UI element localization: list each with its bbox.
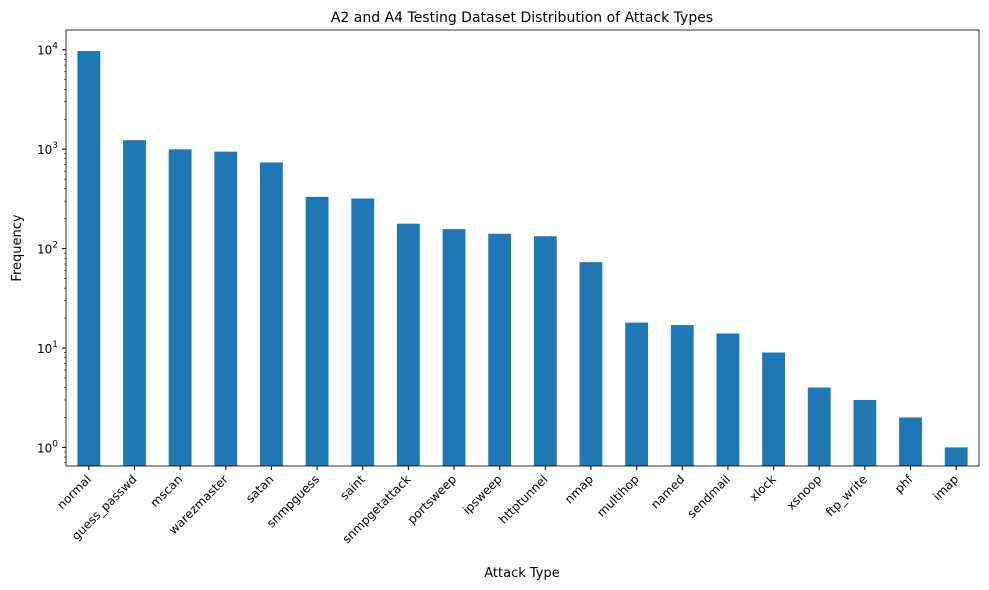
bar-mscan — [168, 149, 192, 467]
x-tick-label: phf — [892, 472, 916, 496]
x-tick-label: normal — [54, 472, 94, 512]
x-tick-label: imap — [930, 472, 961, 503]
plot-frame — [65, 29, 980, 467]
bar-normal — [77, 51, 101, 466]
x-tick-label: xsnoop — [784, 472, 824, 512]
x-tick-label: ftp_write — [823, 472, 870, 519]
bar-multihop — [625, 322, 649, 466]
bar-satan — [260, 162, 283, 466]
y-tick-label: 103 — [37, 141, 58, 157]
bar-nmap — [579, 262, 603, 466]
x-tick-label: sendmail — [685, 472, 733, 520]
x-tick-label: xlock — [747, 472, 779, 504]
x-axis-label: Attack Type — [484, 566, 560, 581]
bar-portsweep — [442, 229, 466, 466]
bar-guess_passwd — [123, 140, 146, 467]
y-tick-label: 104 — [37, 42, 58, 58]
bar-xlock — [762, 352, 785, 466]
bar-snmpguess — [305, 196, 329, 466]
bar-imap — [944, 447, 968, 466]
bar-phf — [899, 417, 922, 466]
y-tick-label: 100 — [37, 439, 58, 455]
bar-warezmaster — [214, 151, 238, 467]
x-tick-label: named — [648, 472, 687, 511]
y-tick-label: 101 — [37, 340, 58, 356]
y-axis-label: Frequency — [10, 214, 25, 281]
y-tick-label: 102 — [37, 241, 58, 257]
bar-httptunnel — [533, 236, 557, 466]
bar-ftp_write — [853, 399, 877, 466]
x-tick-label: saint — [337, 472, 368, 503]
x-tick-label: nmap — [562, 472, 596, 506]
x-tick-label: portsweep — [405, 472, 459, 526]
bar-xsnoop — [807, 387, 831, 466]
x-tick-label: httptunnel — [496, 472, 550, 526]
bar-ipsweep — [488, 233, 512, 466]
chart-title: A2 and A4 Testing Dataset Distribution o… — [331, 10, 713, 26]
x-tick-label: ipsweep — [460, 472, 505, 517]
x-tick-label: mscan — [147, 472, 185, 510]
bar-snmpgetattack — [396, 223, 420, 466]
bar-named — [670, 325, 694, 466]
bar-sendmail — [716, 333, 740, 466]
x-tick-label: satan — [243, 472, 276, 505]
bar-saint — [351, 198, 375, 467]
x-tick-label: multihop — [594, 472, 642, 520]
